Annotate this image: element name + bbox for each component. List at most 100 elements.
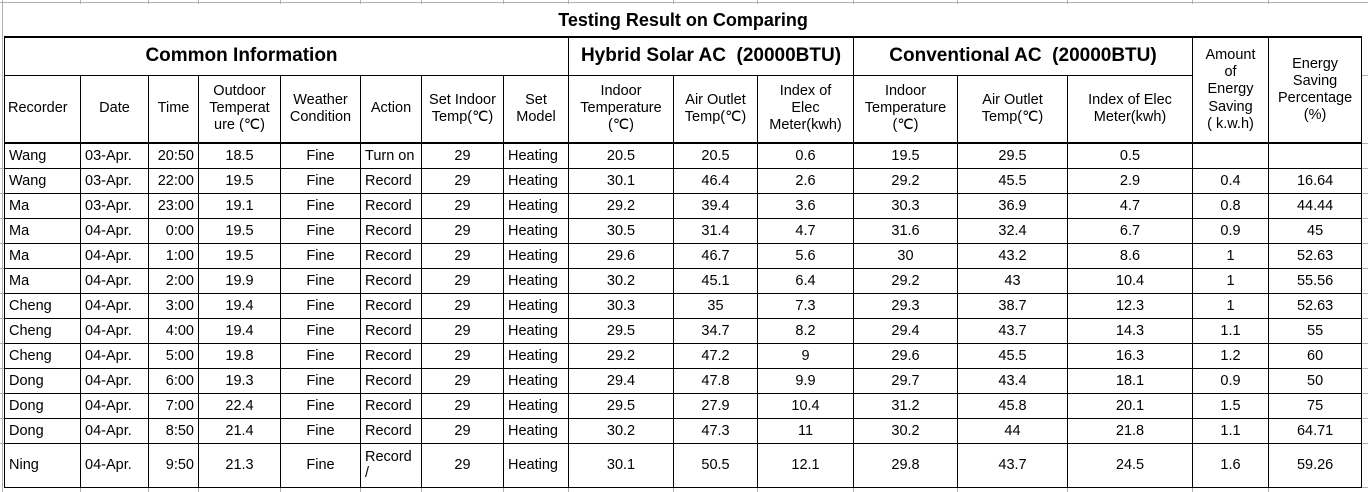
table-cell[interactable]: 34.7: [673, 317, 758, 344]
table-cell[interactable]: 1.1: [1192, 417, 1269, 444]
table-cell[interactable]: 16.64: [1267, 167, 1363, 194]
table-cell[interactable]: Fine: [280, 417, 361, 444]
column-header-8[interactable]: Indoor Temperature (℃): [568, 74, 674, 144]
table-cell[interactable]: 0.9: [1192, 217, 1269, 244]
table-cell[interactable]: 04-Apr.: [80, 392, 149, 419]
table-cell[interactable]: 29.4: [853, 317, 958, 344]
table-cell[interactable]: 29: [421, 167, 504, 194]
table-cell[interactable]: 11: [757, 417, 854, 444]
table-cell[interactable]: 60: [1267, 342, 1363, 369]
table-cell[interactable]: 52.63: [1267, 242, 1363, 269]
table-cell[interactable]: 1: [1192, 267, 1269, 294]
table-cell[interactable]: Fine: [280, 217, 361, 244]
table-cell[interactable]: Fine: [280, 317, 361, 344]
table-cell[interactable]: 9.9: [757, 367, 854, 394]
table-cell[interactable]: 30: [853, 242, 958, 269]
table-cell[interactable]: 1.1: [1192, 317, 1269, 344]
table-cell[interactable]: 0.9: [1192, 367, 1269, 394]
table-cell[interactable]: 29.6: [853, 342, 958, 369]
table-cell[interactable]: 27.9: [673, 392, 758, 419]
table-cell[interactable]: 50.5: [673, 442, 758, 488]
table-cell[interactable]: 29: [421, 342, 504, 369]
table-cell[interactable]: Record: [360, 267, 422, 294]
table-cell[interactable]: 43.7: [957, 317, 1068, 344]
column-header-6[interactable]: Set Indoor Temp(℃): [421, 74, 504, 144]
table-cell[interactable]: 19.4: [198, 292, 281, 319]
table-cell[interactable]: 04-Apr.: [80, 342, 149, 369]
table-cell[interactable]: 29: [421, 192, 504, 219]
table-cell[interactable]: Dong: [4, 392, 81, 419]
table-cell[interactable]: Ma: [4, 192, 81, 219]
table-cell[interactable]: Wang: [4, 142, 81, 169]
table-cell[interactable]: 29.4: [568, 367, 674, 394]
table-cell[interactable]: 2:00: [148, 267, 199, 294]
table-cell[interactable]: 55: [1267, 317, 1363, 344]
table-cell[interactable]: Fine: [280, 342, 361, 369]
table-cell[interactable]: 04-Apr.: [80, 217, 149, 244]
table-cell[interactable]: 12.1: [757, 442, 854, 488]
table-cell[interactable]: 0.8: [1192, 192, 1269, 219]
table-cell[interactable]: 19.4: [198, 317, 281, 344]
table-cell[interactable]: Record: [360, 317, 422, 344]
table-cell[interactable]: 47.2: [673, 342, 758, 369]
table-cell[interactable]: 52.63: [1267, 292, 1363, 319]
table-cell[interactable]: 29.3: [853, 292, 958, 319]
table-cell[interactable]: 1.2: [1192, 342, 1269, 369]
table-cell[interactable]: 29: [421, 317, 504, 344]
table-cell[interactable]: 30.3: [853, 192, 958, 219]
table-cell[interactable]: 19.8: [198, 342, 281, 369]
table-cell[interactable]: Record: [360, 292, 422, 319]
table-cell[interactable]: Fine: [280, 192, 361, 219]
table-cell[interactable]: 64.71: [1267, 417, 1363, 444]
table-cell[interactable]: Heating: [503, 292, 569, 319]
table-cell[interactable]: 29: [421, 442, 504, 488]
table-cell[interactable]: 30.1: [568, 442, 674, 488]
table-cell[interactable]: 10.4: [1067, 267, 1193, 294]
table-cell[interactable]: Cheng: [4, 317, 81, 344]
table-cell[interactable]: 4.7: [757, 217, 854, 244]
column-header-amount-of-energy-saving[interactable]: Amount of Energy Saving ( k.w.h): [1192, 36, 1269, 144]
table-cell[interactable]: 43.7: [957, 442, 1068, 488]
table-cell[interactable]: 1.6: [1192, 442, 1269, 488]
table-cell[interactable]: 29.2: [853, 167, 958, 194]
column-header-7[interactable]: Set Model: [503, 74, 569, 144]
table-cell[interactable]: Fine: [280, 392, 361, 419]
table-cell[interactable]: 75: [1267, 392, 1363, 419]
table-cell[interactable]: 30.5: [568, 217, 674, 244]
table-cell[interactable]: 46.4: [673, 167, 758, 194]
table-cell[interactable]: [1267, 142, 1363, 169]
table-cell[interactable]: [1192, 142, 1269, 169]
table-cell[interactable]: 32.4: [957, 217, 1068, 244]
table-cell[interactable]: 31.4: [673, 217, 758, 244]
table-cell[interactable]: 03-Apr.: [80, 192, 149, 219]
table-cell[interactable]: Fine: [280, 442, 361, 488]
table-cell[interactable]: 4.7: [1067, 192, 1193, 219]
table-cell[interactable]: 31.2: [853, 392, 958, 419]
table-cell[interactable]: 10.4: [757, 392, 854, 419]
table-cell[interactable]: 18.5: [198, 142, 281, 169]
table-cell[interactable]: 44.44: [1267, 192, 1363, 219]
table-cell[interactable]: 29.5: [957, 142, 1068, 169]
table-cell[interactable]: Turn on: [360, 142, 422, 169]
table-cell[interactable]: Ma: [4, 242, 81, 269]
table-cell[interactable]: 21.3: [198, 442, 281, 488]
table-cell[interactable]: Heating: [503, 242, 569, 269]
table-cell[interactable]: 2.9: [1067, 167, 1193, 194]
table-cell[interactable]: 23:00: [148, 192, 199, 219]
column-header-9[interactable]: Air Outlet Temp(℃): [673, 74, 758, 144]
table-cell[interactable]: 03-Apr.: [80, 167, 149, 194]
table-cell[interactable]: 18.1: [1067, 367, 1193, 394]
column-header-13[interactable]: Index of Elec Meter(kwh): [1067, 74, 1193, 144]
table-cell[interactable]: 1: [1192, 292, 1269, 319]
table-cell[interactable]: Ma: [4, 267, 81, 294]
table-cell[interactable]: 31.6: [853, 217, 958, 244]
table-cell[interactable]: 6.4: [757, 267, 854, 294]
table-cell[interactable]: 29: [421, 417, 504, 444]
table-cell[interactable]: Record: [360, 242, 422, 269]
table-cell[interactable]: 47.8: [673, 367, 758, 394]
table-cell[interactable]: 59.26: [1267, 442, 1363, 488]
table-cell[interactable]: 29: [421, 367, 504, 394]
table-cell[interactable]: 20:50: [148, 142, 199, 169]
table-cell[interactable]: 39.4: [673, 192, 758, 219]
table-cell[interactable]: 43: [957, 267, 1068, 294]
